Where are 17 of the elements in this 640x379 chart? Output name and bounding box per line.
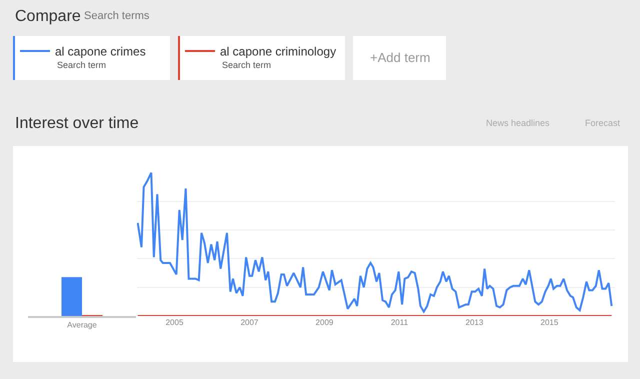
legend-label: al capone crimes bbox=[55, 44, 146, 59]
x-tick-label: 2007 bbox=[240, 318, 259, 327]
x-tick-label: 2011 bbox=[390, 318, 409, 327]
text: Compare bbox=[15, 8, 81, 25]
text: Search terms bbox=[84, 10, 150, 22]
text: Search term bbox=[222, 60, 272, 70]
x-tick-label: Average bbox=[67, 320, 98, 330]
x-tick-label: 2015 bbox=[540, 318, 559, 327]
x-tick-label: 2009 bbox=[316, 318, 334, 327]
text: +Add term bbox=[370, 50, 430, 65]
x-tick-label: 2005 bbox=[166, 318, 184, 327]
chart-title: Interest over time bbox=[15, 115, 139, 132]
text: Forecast bbox=[585, 118, 621, 128]
text: News headlines bbox=[486, 118, 550, 128]
x-tick-label: 2013 bbox=[466, 318, 484, 327]
legend-label: al capone criminology bbox=[220, 44, 336, 59]
text: Search term bbox=[57, 60, 106, 70]
